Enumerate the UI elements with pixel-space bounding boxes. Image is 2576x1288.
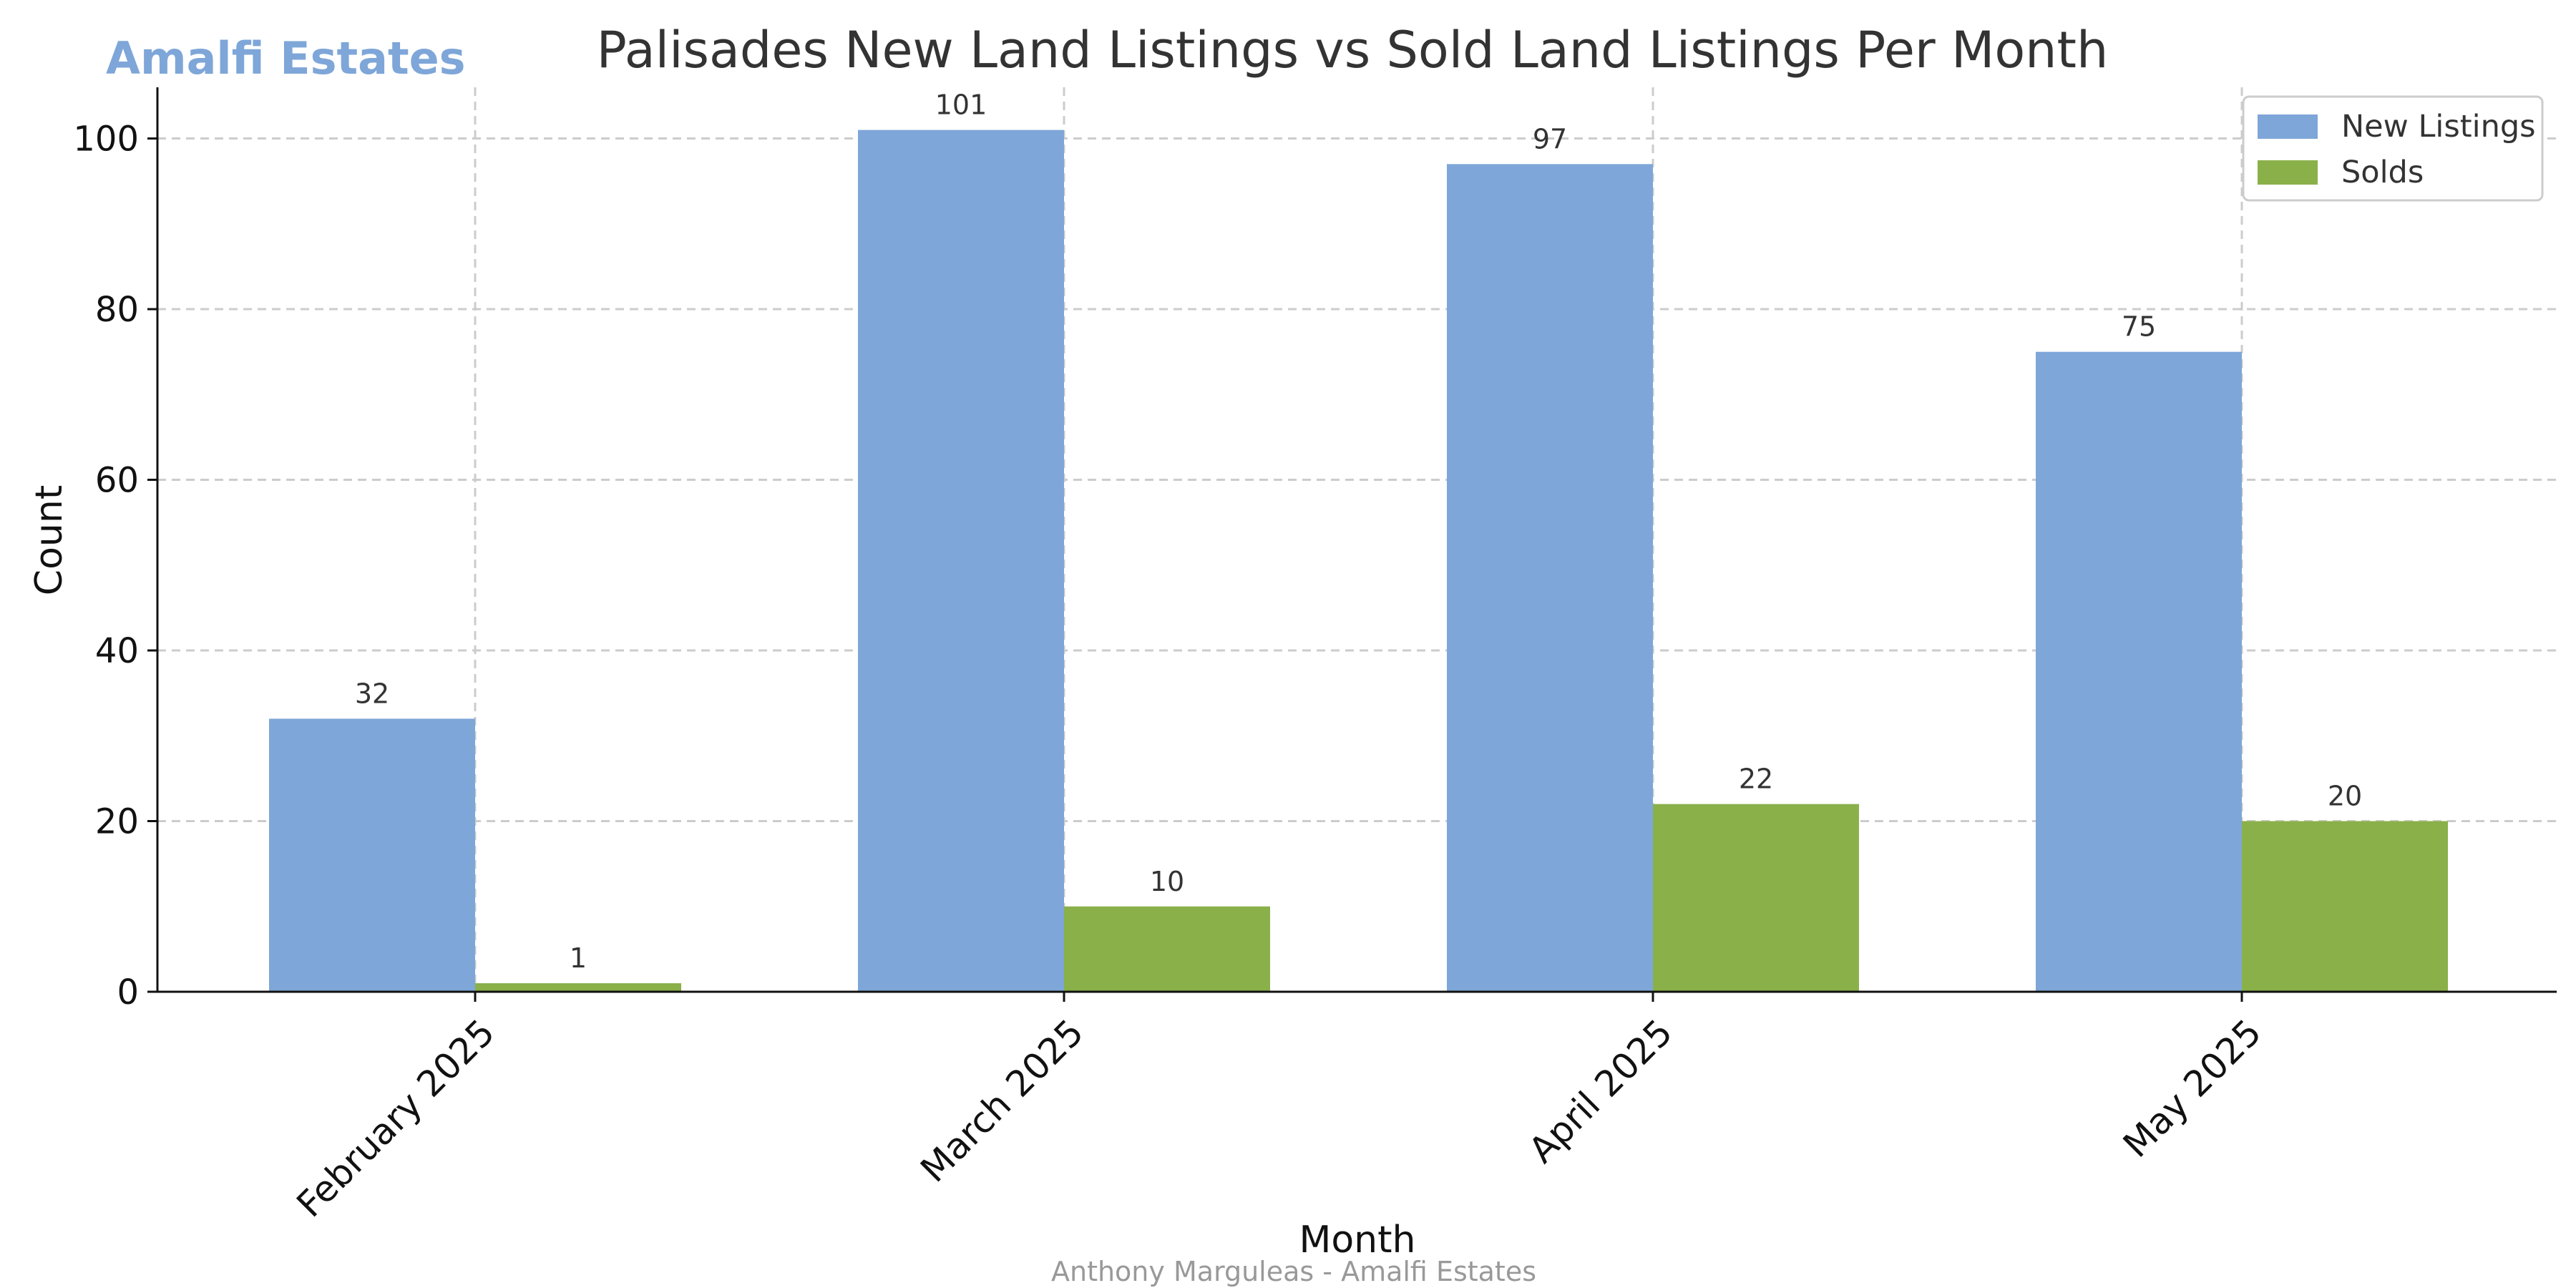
data-label: 20	[2328, 781, 2362, 812]
bars	[269, 130, 2448, 992]
y-axis-title: Count	[28, 485, 71, 595]
data-label: 75	[2122, 311, 2156, 343]
legend: New Listings Solds	[2242, 95, 2544, 202]
bar-solds	[1653, 804, 1859, 992]
y-tick-label: 100	[73, 119, 139, 160]
legend-swatch-solds	[2258, 160, 2318, 185]
bar-solds	[475, 983, 681, 992]
data-label: 1	[570, 942, 587, 974]
y-tick-label: 0	[117, 972, 139, 1013]
data-label: 97	[1533, 123, 1567, 155]
data-label: 101	[935, 89, 987, 121]
data-label: 32	[355, 678, 389, 709]
data-label: 22	[1739, 763, 1773, 795]
bar-solds	[1064, 906, 1270, 992]
y-tick-label: 60	[95, 461, 139, 501]
brand-logo-text: Amalfi Estates	[106, 32, 466, 84]
legend-label-solds: Solds	[2341, 155, 2424, 190]
legend-swatch-new-listings	[2258, 114, 2318, 139]
bar-new-listings	[1447, 164, 1653, 992]
legend-box	[2242, 95, 2544, 202]
bar-solds	[2242, 821, 2448, 992]
bar-new-listings	[269, 718, 475, 992]
bar-new-listings	[858, 130, 1064, 992]
data-label: 10	[1150, 866, 1184, 897]
y-tick-label: 20	[95, 802, 139, 842]
footer-credit: Anthony Marguleas - Amalfi Estates	[1051, 1256, 1536, 1287]
x-axis-title: Month	[1299, 1219, 1416, 1262]
y-tick-label: 80	[95, 290, 139, 330]
legend-label-new-listings: New Listings	[2341, 109, 2536, 145]
data-labels: 32 101 97 75 1 10 22 20	[355, 89, 2362, 974]
chart-title: Palisades New Land Listings vs Sold Land…	[597, 21, 2109, 79]
bar-new-listings	[2036, 351, 2242, 992]
y-tick-label: 40	[95, 631, 139, 671]
